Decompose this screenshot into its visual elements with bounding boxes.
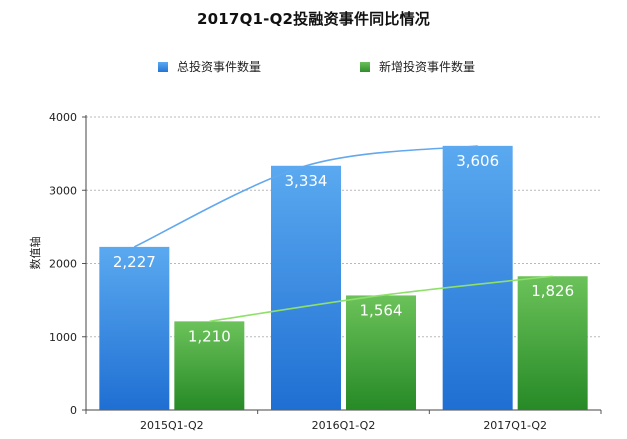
- bar: [99, 246, 170, 410]
- x-tick-label: 2016Q1-Q2: [312, 419, 376, 432]
- legend: 总投资事件数量 新增投资事件数量: [0, 58, 627, 74]
- data-label: 1,210: [188, 327, 231, 345]
- trend-line: [209, 275, 553, 323]
- y-tick-label: 3000: [49, 184, 77, 197]
- bar: [442, 145, 513, 410]
- bar: [271, 165, 341, 410]
- legend-swatch-new: [360, 61, 370, 72]
- bar: [174, 321, 245, 410]
- x-tick-label: 2015Q1-Q2: [140, 419, 204, 432]
- y-tick-label: 4000: [49, 111, 77, 124]
- y-tick-label: 0: [70, 404, 77, 417]
- data-label: 2,227: [113, 253, 156, 271]
- trend-line: [133, 145, 478, 248]
- y-tick-label: 2000: [49, 258, 77, 271]
- chart-title: 2017Q1-Q2投融资事件同比情况: [197, 10, 430, 28]
- data-label: 3,334: [285, 172, 328, 190]
- x-tick-label: 2017Q1-Q2: [483, 419, 547, 432]
- legend-item-new[interactable]: 新增投资事件数量: [360, 58, 475, 75]
- legend-item-total[interactable]: 总投资事件数量: [158, 58, 261, 75]
- data-label: 3,606: [456, 152, 499, 170]
- legend-label-new: 新增投资事件数量: [379, 60, 476, 74]
- data-label: 1,826: [531, 282, 574, 300]
- bar: [517, 276, 588, 410]
- bar: [346, 295, 416, 410]
- legend-swatch-total: [158, 61, 168, 72]
- y-tick-label: 1000: [49, 331, 77, 344]
- data-label: 1,564: [360, 301, 403, 319]
- legend-label-total: 总投资事件数量: [177, 60, 262, 74]
